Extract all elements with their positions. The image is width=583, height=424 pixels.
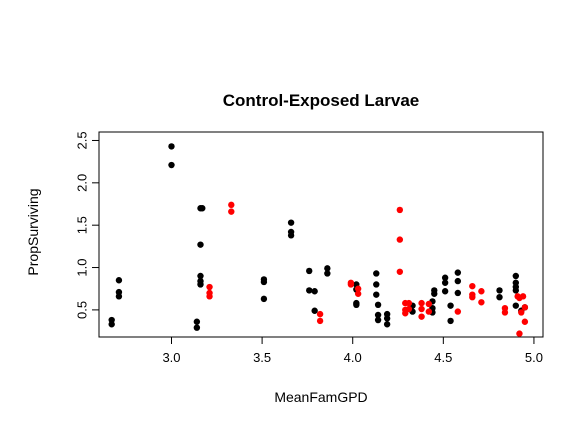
data-point [373,270,380,277]
data-point [478,299,485,306]
data-point [447,317,454,325]
data-point [518,309,525,316]
chart-title: Control-Exposed Larvae [223,91,420,110]
y-tick-label: 1.0 [75,258,90,276]
data-point [168,161,175,169]
y-tick-label: 2.0 [75,174,90,192]
data-point [501,309,509,316]
data-point [405,305,413,313]
data-point [168,143,175,150]
data-point [197,272,204,280]
data-point [516,330,523,337]
data-point [374,301,382,309]
data-point [260,278,268,286]
data-point [306,267,313,275]
y-tick-label: 0.5 [75,301,90,319]
data-point [115,277,123,284]
data-point [383,315,391,322]
data-point [431,290,438,297]
data-point [193,318,201,325]
data-point [454,269,462,276]
data-point [396,236,404,243]
x-axis: 3.0 3.5 4.0 4.5 5.0 [162,336,543,365]
data-point [115,293,123,300]
data-point [311,288,318,295]
data-point [316,317,324,325]
y-tick-label: 2.5 [75,131,90,149]
x-tick-label: 3.5 [253,350,271,365]
data-point [418,305,425,313]
x-tick-label: 3.0 [162,350,180,365]
data-points [108,143,529,337]
data-point [373,281,380,288]
data-point [441,279,449,286]
y-axis-label: PropSurviving [25,188,41,275]
data-point [228,208,235,215]
data-point [512,272,520,280]
y-axis: 0.5 1.0 1.5 2.0 2.5 [75,131,100,319]
data-point [347,281,355,288]
data-point [478,288,485,295]
x-tick-label: 4.0 [344,350,362,365]
data-point [396,206,404,214]
data-point [469,282,476,290]
data-point [373,291,380,298]
data-point [199,205,206,212]
data-point [469,293,476,301]
data-point [425,308,433,315]
data-point [496,287,503,294]
data-point [496,293,503,301]
x-tick-label: 5.0 [525,350,543,365]
data-point [512,302,520,309]
data-point [521,304,529,311]
data-point [197,241,204,248]
data-point [454,277,462,285]
data-point [197,281,204,288]
data-point [418,313,425,320]
data-point [405,299,413,307]
data-point [260,295,268,303]
data-point [454,308,462,315]
data-point [396,268,404,275]
data-point [402,310,409,317]
x-axis-label: MeanFamGPD [274,389,367,405]
data-point [521,318,529,325]
data-point [311,307,318,314]
data-point [383,321,391,328]
data-point [374,311,382,319]
data-point [354,290,362,297]
data-point [108,321,115,328]
data-point [374,316,382,324]
data-point [193,324,201,331]
data-point [512,287,520,294]
data-point [519,293,527,300]
data-point [441,274,449,281]
x-tick-label: 4.5 [434,350,452,365]
data-point [353,301,360,309]
data-point [418,299,425,307]
data-point [206,283,213,291]
data-point [228,201,235,209]
data-point [206,293,213,300]
data-point [316,310,324,318]
data-point [447,302,454,309]
data-point [287,232,295,239]
data-point [287,219,295,226]
y-tick-label: 1.5 [75,216,90,234]
data-point [324,265,331,272]
data-point [324,270,331,277]
data-point [306,287,313,294]
data-point [354,285,362,292]
data-point [441,288,449,295]
data-point [425,300,433,308]
data-point [454,289,462,297]
